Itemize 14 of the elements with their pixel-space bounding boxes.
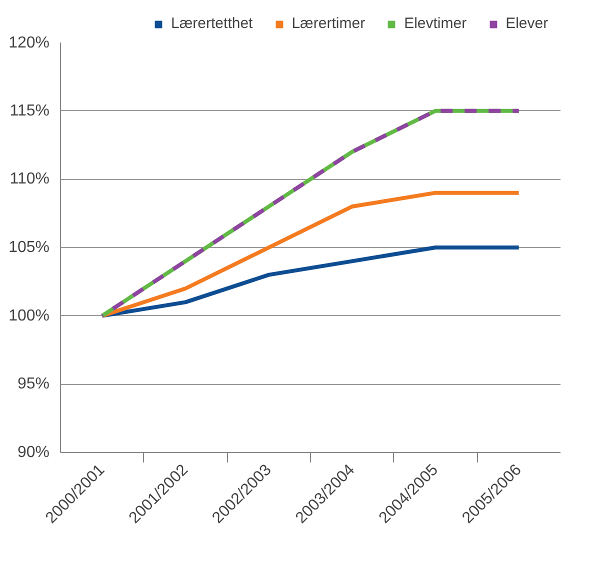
- legend-label: Lærertetthet: [171, 15, 253, 32]
- legend-label: Elevtimer: [404, 15, 467, 32]
- y-tick-label: 115%: [10, 102, 50, 120]
- y-tick-label: 105%: [8, 239, 50, 256]
- y-tick-label: 120%: [8, 34, 50, 52]
- line-series: [100, 190, 521, 318]
- legend-label: Elever: [506, 15, 548, 32]
- line-series: [100, 246, 521, 318]
- legend-label: Lærertimer: [292, 15, 366, 32]
- y-tick-label: 90%: [17, 444, 50, 461]
- y-tick-label: 95%: [17, 376, 50, 393]
- line-series: [100, 108, 521, 318]
- y-tick-label: 110%: [10, 170, 50, 188]
- y-tick-label: 100%: [8, 307, 50, 324]
